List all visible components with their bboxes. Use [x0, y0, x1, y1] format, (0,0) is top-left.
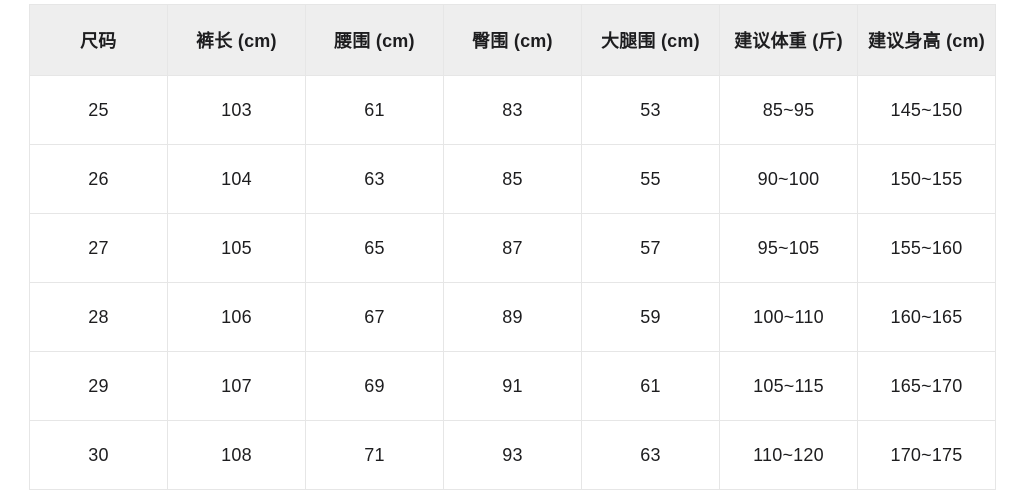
table-row: 30 108 71 93 63 110~120 170~175 — [29, 420, 996, 490]
table-cell-pants-length: 108 — [167, 420, 306, 490]
table-cell-pants-length: 106 — [167, 282, 306, 352]
table-row: 27 105 65 87 57 95~105 155~160 — [29, 213, 996, 283]
table-cell-size: 26 — [29, 144, 168, 214]
table-cell-weight: 95~105 — [719, 213, 858, 283]
table-cell-pants-length: 104 — [167, 144, 306, 214]
table-cell-thigh: 55 — [581, 144, 720, 214]
column-header-size: 尺码 — [29, 4, 168, 76]
table-cell-hip: 83 — [443, 75, 582, 145]
table-cell-size: 30 — [29, 420, 168, 490]
table-cell-height: 165~170 — [857, 351, 996, 421]
table-row: 29 107 69 91 61 105~115 165~170 — [29, 351, 996, 421]
table-cell-hip: 89 — [443, 282, 582, 352]
header-row: 尺码 裤长 (cm) 腰围 (cm) 臀围 (cm) 大腿围 (cm) 建议体重 (斤) 建… — [29, 4, 996, 76]
table-cell-pants-length: 103 — [167, 75, 306, 145]
table-cell-size: 28 — [29, 282, 168, 352]
column-header-thigh: 大腿围 (cm) — [581, 4, 720, 76]
table-cell-height: 155~160 — [857, 213, 996, 283]
table-cell-waist: 69 — [305, 351, 444, 421]
table-row: 25 103 61 83 53 85~95 145~150 — [29, 75, 996, 145]
table-cell-thigh: 59 — [581, 282, 720, 352]
table-cell-hip: 87 — [443, 213, 582, 283]
table-cell-weight: 90~100 — [719, 144, 858, 214]
table-cell-hip: 93 — [443, 420, 582, 490]
table-cell-pants-length: 105 — [167, 213, 306, 283]
table-cell-height: 170~175 — [857, 420, 996, 490]
table-cell-waist: 63 — [305, 144, 444, 214]
table-cell-waist: 67 — [305, 282, 444, 352]
table-cell-waist: 71 — [305, 420, 444, 490]
table-cell-height: 145~150 — [857, 75, 996, 145]
table-cell-weight: 85~95 — [719, 75, 858, 145]
table-cell-hip: 85 — [443, 144, 582, 214]
column-header-hip: 臀围 (cm) — [443, 4, 582, 76]
table-cell-pants-length: 107 — [167, 351, 306, 421]
table-row: 26 104 63 85 55 90~100 150~155 — [29, 144, 996, 214]
table-cell-size: 25 — [29, 75, 168, 145]
size-chart-table: 尺码 裤长 (cm) 腰围 (cm) 臀围 (cm) 大腿围 (cm) 建议体重 (斤) 建… — [29, 4, 996, 490]
table-cell-thigh: 53 — [581, 75, 720, 145]
column-header-waist: 腰围 (cm) — [305, 4, 444, 76]
table-cell-height: 150~155 — [857, 144, 996, 214]
table-cell-waist: 65 — [305, 213, 444, 283]
table-row: 28 106 67 89 59 100~110 160~165 — [29, 282, 996, 352]
column-header-pants-length: 裤长 (cm) — [167, 4, 306, 76]
table-cell-weight: 100~110 — [719, 282, 858, 352]
table-cell-weight: 110~120 — [719, 420, 858, 490]
size-chart-body: 25 103 61 83 53 85~95 145~150 26 104 63 85 55 90~100… — [29, 75, 996, 490]
table-cell-size: 27 — [29, 213, 168, 283]
table-cell-thigh: 57 — [581, 213, 720, 283]
table-cell-thigh: 61 — [581, 351, 720, 421]
table-cell-thigh: 63 — [581, 420, 720, 490]
table-cell-waist: 61 — [305, 75, 444, 145]
table-cell-size: 29 — [29, 351, 168, 421]
table-cell-height: 160~165 — [857, 282, 996, 352]
table-cell-weight: 105~115 — [719, 351, 858, 421]
column-header-weight: 建议体重 (斤) — [719, 4, 858, 76]
size-chart-header: 尺码 裤长 (cm) 腰围 (cm) 臀围 (cm) 大腿围 (cm) 建议体重 (斤) 建… — [29, 4, 996, 76]
column-header-height: 建议身高 (cm) — [857, 4, 996, 76]
table-cell-hip: 91 — [443, 351, 582, 421]
